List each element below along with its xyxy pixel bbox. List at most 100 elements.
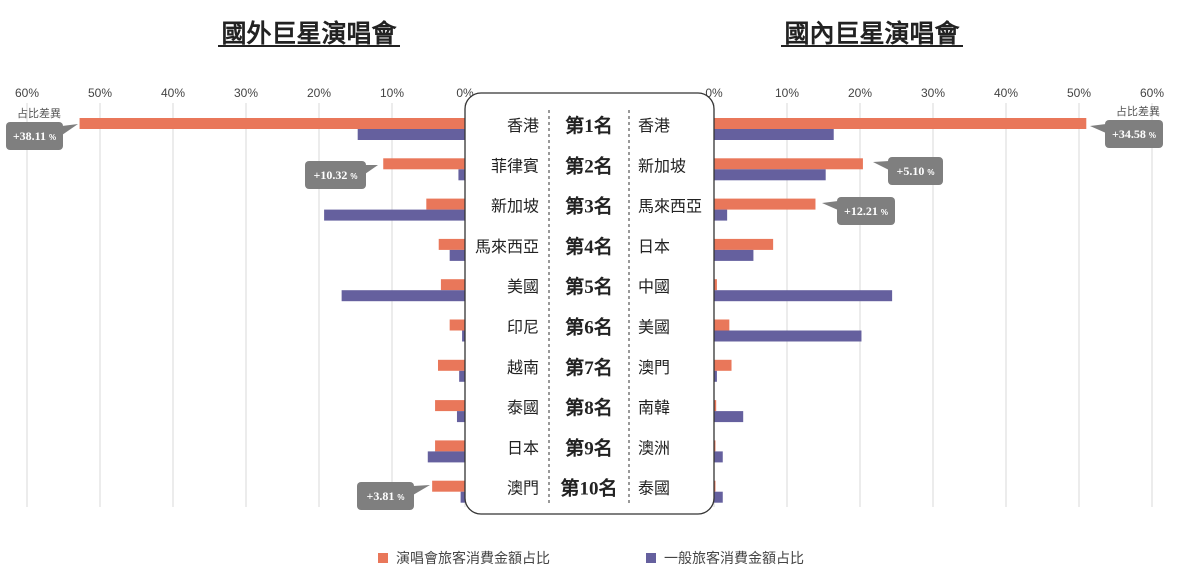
rank-right-country: 香港 [638, 116, 670, 135]
diff-callout-box [837, 197, 895, 225]
left-chart-title: 國外巨星演唱會 [221, 19, 397, 48]
diff-callout-unit: % [1149, 131, 1156, 140]
diff-callout-box [305, 161, 366, 189]
diff-callout-box [357, 482, 414, 510]
right-bar-concert [714, 440, 716, 452]
axis-tick-labels: 60% 50% 40% 30% 20% 10% 0% 0% 10% 20% 30% 40% 50% 60% [15, 86, 1164, 100]
left-bar-general [462, 330, 465, 342]
right-bar-concert [714, 118, 1087, 129]
left-tick-label: 50% [88, 86, 112, 100]
diff-callout-box [1105, 120, 1163, 148]
rank-left-country: 泰國 [507, 398, 539, 417]
right-bar-general [714, 249, 754, 261]
legend-label-general: 一般旅客消費金額占比 [664, 550, 804, 567]
diff-callout-pointer [413, 485, 430, 495]
difference-callouts: +38.11 % +10.32 % +3.81 % +34.58 % +5.10 % +1… [6, 120, 1163, 510]
right-bar-concert [714, 158, 863, 170]
left-bar-general [324, 209, 465, 221]
left-bar-general [460, 491, 465, 503]
diff-callout-unit: % [350, 172, 357, 181]
right-bar-general [714, 129, 834, 140]
right-bar-general [714, 411, 744, 423]
right-tick-label: 10% [775, 86, 799, 100]
rank-left-country: 美國 [507, 277, 539, 296]
legend: 演唱會旅客消費金額占比 一般旅客消費金額占比 [378, 550, 804, 567]
right-bar-concert [714, 359, 732, 371]
left-bar-concert [79, 118, 465, 129]
right-bar-general [714, 169, 826, 181]
rank-right-country: 南韓 [638, 398, 670, 417]
diff-callout-unit: % [49, 133, 56, 142]
left-bar-general [449, 249, 465, 261]
right-diff-header: 占比差異 [1116, 104, 1160, 118]
left-bar-concert [449, 319, 465, 331]
left-bar-concert [437, 359, 465, 371]
diff-callout-pointer [365, 165, 378, 174]
right-bar-general [714, 209, 728, 221]
left-bar-general [357, 129, 465, 140]
left-bar-concert [426, 198, 465, 210]
rank-left-country: 馬來西亞 [475, 237, 539, 256]
diff-callout-unit: % [881, 208, 888, 217]
left-tick-label: 60% [15, 86, 39, 100]
left-bar-concert [435, 400, 465, 412]
rank-label: 第6名 [565, 316, 613, 339]
right-tick-label: 0% [705, 86, 723, 100]
diff-callout-pointer [62, 124, 78, 135]
diff-callout-value: +12.21 % [844, 204, 888, 218]
left-bar-concert [438, 238, 465, 250]
rank-label: 第4名 [565, 235, 613, 258]
rank-right-country: 新加坡 [638, 156, 686, 175]
rank-label: 第3名 [565, 195, 613, 218]
legend-swatch-general [646, 553, 656, 563]
rank-label: 第8名 [565, 396, 613, 419]
diff-callout-value: +10.32 % [314, 168, 358, 182]
right-bar-concert [714, 319, 730, 331]
rank-left-country: 香港 [507, 116, 539, 135]
diff-callout-value: +34.58 % [1112, 127, 1156, 141]
right-tick-label: 20% [848, 86, 872, 100]
right-tick-label: 50% [1067, 86, 1091, 100]
left-tick-label: 40% [161, 86, 185, 100]
left-diff-header: 占比差異 [17, 106, 61, 120]
diff-callout-pointer [873, 161, 889, 170]
rank-panel-border [464, 92, 715, 515]
diff-callout-unit: % [927, 168, 934, 177]
rank-left-country: 菲律賓 [491, 156, 539, 175]
left-bar-concert [440, 279, 465, 291]
diff-callout-pointer [822, 201, 838, 210]
right-bar-concert [714, 480, 716, 492]
left-bar-general [459, 370, 465, 382]
rank-left-country: 新加坡 [491, 197, 539, 216]
diff-callout-box [6, 122, 63, 150]
right-bar-concert [714, 400, 717, 412]
left-bar-concert [435, 440, 465, 452]
left-bar-concert [383, 158, 465, 170]
left-tick-label: 10% [380, 86, 404, 100]
diff-callout-value: +3.81 % [367, 489, 405, 503]
right-bar-general [714, 370, 717, 382]
right-tick-label: 40% [994, 86, 1018, 100]
right-bar-general [714, 451, 723, 463]
rank-label: 第9名 [565, 436, 613, 459]
diff-callout-unit: % [397, 493, 404, 502]
rank-right-country: 美國 [638, 318, 670, 337]
left-tick-label: 20% [307, 86, 331, 100]
right-bar-concert [714, 279, 717, 291]
right-bar-concert [714, 198, 816, 210]
rank-left-country: 越南 [507, 358, 539, 377]
rank-right-country: 泰國 [638, 479, 670, 498]
rank-left-country: 印尼 [507, 318, 539, 337]
left-bar-general [458, 169, 465, 181]
diff-callout-value: +5.10 % [897, 164, 935, 178]
rank-right-country: 日本 [638, 237, 670, 256]
rank-right-country: 馬來西亞 [638, 197, 702, 216]
right-tick-label: 60% [1140, 86, 1164, 100]
rank-label: 第7名 [565, 356, 613, 379]
rank-right-country: 澳洲 [638, 438, 670, 457]
legend-label-concert: 演唱會旅客消費金額占比 [396, 550, 550, 567]
right-bar-general [714, 330, 862, 342]
left-tick-label: 0% [456, 86, 474, 100]
rank-left-country: 澳門 [507, 479, 539, 498]
